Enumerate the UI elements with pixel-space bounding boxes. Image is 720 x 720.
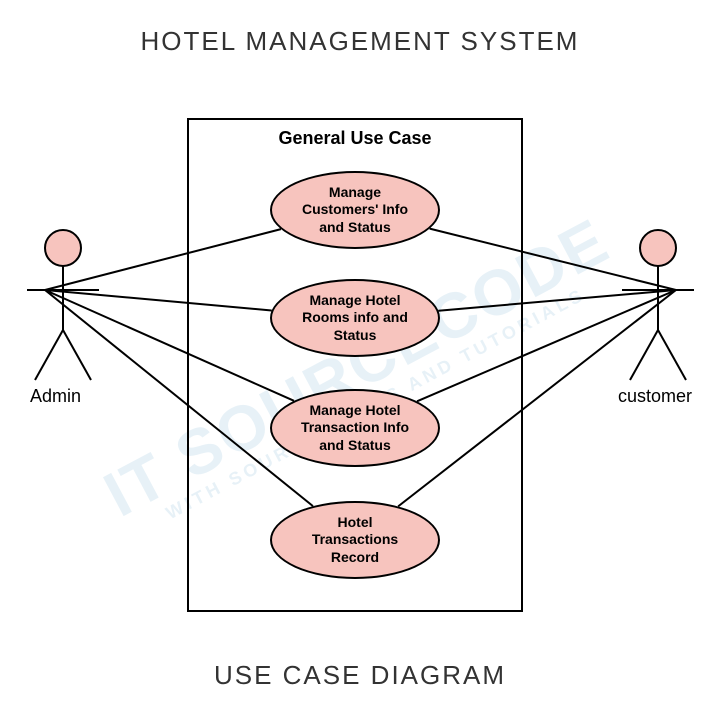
usecase-uc3: Manage HotelTransaction Infoand Status — [270, 389, 440, 467]
usecase-label: Manage HotelRooms info andStatus — [302, 292, 408, 345]
page-subtitle: USE CASE DIAGRAM — [0, 660, 720, 691]
actor-label-customer: customer — [618, 386, 692, 407]
system-boundary-label: General Use Case — [189, 128, 521, 149]
usecase-uc2: Manage HotelRooms info andStatus — [270, 279, 440, 357]
actor-customer — [622, 230, 694, 380]
usecase-label: ManageCustomers' Infoand Status — [302, 184, 408, 237]
actor-label-admin: Admin — [30, 386, 81, 407]
usecase-uc4: HotelTransactionsRecord — [270, 501, 440, 579]
usecase-label: Manage HotelTransaction Infoand Status — [301, 402, 409, 455]
page-title: HOTEL MANAGEMENT SYSTEM — [0, 26, 720, 57]
usecase-uc1: ManageCustomers' Infoand Status — [270, 171, 440, 249]
actor-admin — [27, 230, 99, 380]
usecase-label: HotelTransactionsRecord — [312, 514, 398, 567]
